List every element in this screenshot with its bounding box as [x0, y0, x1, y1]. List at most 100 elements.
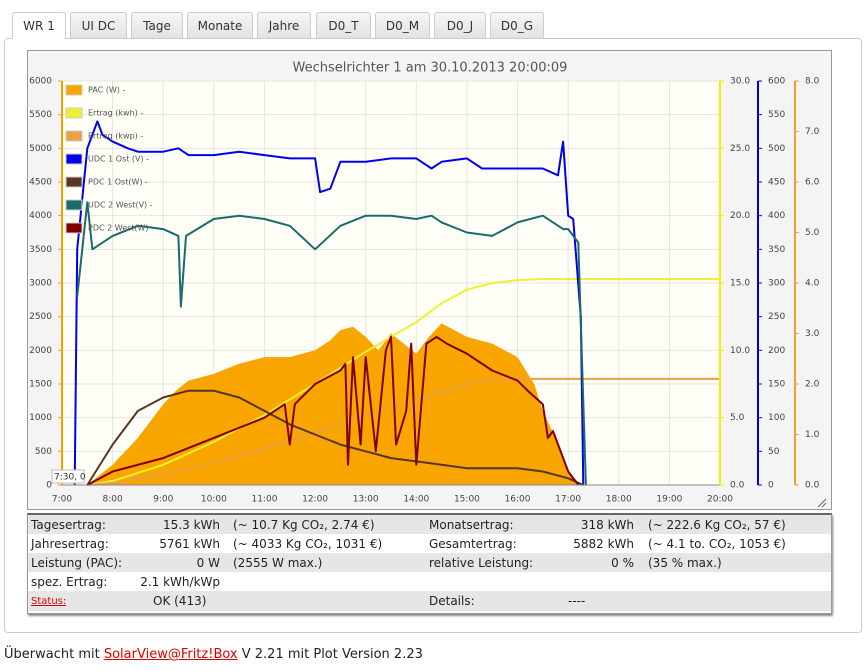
y-tick-label: 0.0	[805, 481, 820, 491]
y-tick-label: 0	[46, 481, 52, 491]
y-tick-label: 0.0	[730, 481, 745, 491]
line	[86, 335, 580, 486]
tab[interactable]: Monate	[187, 12, 253, 38]
y-tick-label: 5500	[29, 110, 52, 120]
y-tick-label: 250	[768, 312, 785, 322]
line	[87, 377, 720, 486]
info-cell: Details:	[429, 594, 475, 608]
info-cell: 5761 kWh	[159, 537, 220, 551]
info-row: Leistung (PAC): 0 W (2555 W max.) relative …	[28, 553, 831, 573]
info-cell: 15.3 kWh	[163, 518, 220, 532]
info-cell: (~ 222.6 Kg CO₂, 57 €)	[648, 518, 786, 532]
x-tick-label: 17:00	[555, 495, 581, 505]
y-tick-label: 15.0	[730, 279, 750, 289]
y-tick-label: 100	[768, 413, 785, 423]
legend-label: PDC 2 West(W)	[88, 224, 149, 233]
legend-swatch	[65, 153, 83, 165]
info-cell: (~ 10.7 Kg CO₂, 2.74 €)	[233, 518, 375, 532]
series-group	[73, 120, 720, 486]
tab[interactable]: UI DC	[70, 12, 127, 38]
info-table: Tagesertrag: 15.3 kWh (~ 10.7 Kg CO₂, 2.74…	[27, 513, 832, 614]
y-tick-label: 2000	[29, 346, 52, 356]
x-tick-label: 8:00	[103, 495, 123, 505]
tab[interactable]: D0_T	[316, 12, 371, 38]
y-tick-label: 0	[768, 481, 774, 491]
footer-text: Überwacht mit	[4, 647, 100, 662]
legend-label: UDC 2 West(V) -	[88, 201, 153, 210]
y-tick-label: 550	[768, 110, 785, 120]
info-cell: Jahresertrag:	[31, 537, 109, 551]
cursor-label: 7:30, 0	[54, 473, 86, 483]
tab[interactable]: Jahre	[257, 12, 311, 38]
legend-swatch	[65, 84, 83, 96]
y-tick-label: 25.0	[730, 144, 750, 154]
info-cell: Tagesertrag:	[31, 518, 106, 532]
x-tick-label: 11:00	[251, 495, 277, 505]
y-tick-label: 4000	[29, 211, 52, 221]
info-cell: Gesamtertrag:	[429, 537, 517, 551]
line	[76, 201, 587, 486]
x-tick-label: 12:00	[302, 495, 328, 505]
y-tick-label: 1500	[29, 380, 52, 390]
info-cell: ----	[568, 594, 586, 608]
y-tick-label: 500	[768, 144, 785, 154]
y-tick-label: 30.0	[730, 77, 750, 87]
y-tick-label: 2500	[29, 312, 52, 322]
y-tick-label: 7.0	[805, 127, 820, 137]
y-tick-label: 500	[35, 447, 52, 457]
tab[interactable]: D0_J	[434, 12, 486, 38]
legend-swatch	[65, 130, 83, 142]
x-tick-label: 16:00	[505, 495, 531, 505]
y-tick-label: 5.0	[730, 413, 745, 423]
tab[interactable]: D0_G	[490, 12, 544, 38]
y-tick-label: 4.0	[805, 279, 820, 289]
cursor-box	[51, 469, 85, 484]
x-tick-label: 10:00	[201, 495, 227, 505]
legend-swatch	[65, 176, 83, 188]
legend-label: PAC (W) -	[88, 86, 125, 95]
y-tick-label: 350	[768, 245, 785, 255]
legend-label: UDC 1 Ost (V) -	[88, 155, 149, 164]
info-cell: Monatsertrag:	[429, 518, 514, 532]
info-row: Tagesertrag: 15.3 kWh (~ 10.7 Kg CO₂, 2.74…	[28, 515, 831, 535]
footer: Überwacht mit SolarView@Fritz!Box V 2.21…	[4, 647, 423, 662]
y-tick-label: 450	[768, 178, 785, 188]
y-tick-label: 600	[768, 77, 785, 87]
tab[interactable]: D0_M	[375, 12, 430, 38]
info-cell: 318 kWh	[580, 518, 634, 532]
info-cell: spez. Ertrag:	[31, 575, 108, 589]
x-tick-label: 14:00	[403, 495, 429, 505]
info-row: Status: OK (413) Details: ----	[28, 591, 831, 611]
x-tick-label: 9:00	[153, 495, 173, 505]
info-cell: OK (413)	[153, 594, 207, 608]
footer-link[interactable]: SolarView@Fritz!Box	[103, 647, 238, 662]
x-tick-label: 15:00	[454, 495, 480, 505]
y-tick-label: 50	[768, 447, 780, 457]
status-link[interactable]: Status:	[31, 596, 67, 607]
y-tick-label: 2.0	[805, 380, 820, 390]
legend-swatch	[65, 199, 83, 211]
y-tick-label: 1000	[29, 413, 52, 423]
legend-swatch	[65, 222, 83, 234]
resize-handle	[817, 498, 827, 508]
x-tick-label: 20:00	[707, 495, 733, 505]
info-cell: (~ 4.1 to. CO₂, 1053 €)	[648, 537, 786, 551]
line	[87, 278, 720, 486]
info-cell: (2555 W max.)	[233, 556, 323, 570]
y-tick-label: 4500	[29, 178, 52, 188]
area	[87, 323, 581, 485]
info-cell: Leistung (PAC):	[31, 556, 123, 570]
info-cell: (~ 4033 Kg CO₂, 1031 €)	[233, 537, 383, 551]
info-cell: relative Leistung:	[429, 556, 534, 570]
tab[interactable]: Tage	[131, 12, 183, 38]
y-tick-label: 400	[768, 211, 785, 221]
y-tick-label: 10.0	[730, 346, 750, 356]
info-cell: 0 %	[611, 556, 634, 570]
y-tick-label: 3000	[29, 279, 52, 289]
x-tick-label: 19:00	[656, 495, 682, 505]
y-tick-label: 200	[768, 346, 785, 356]
tab[interactable]: WR 1	[12, 12, 66, 39]
y-tick-label: 5000	[29, 144, 52, 154]
info-cell: 5882 kWh	[573, 537, 634, 551]
